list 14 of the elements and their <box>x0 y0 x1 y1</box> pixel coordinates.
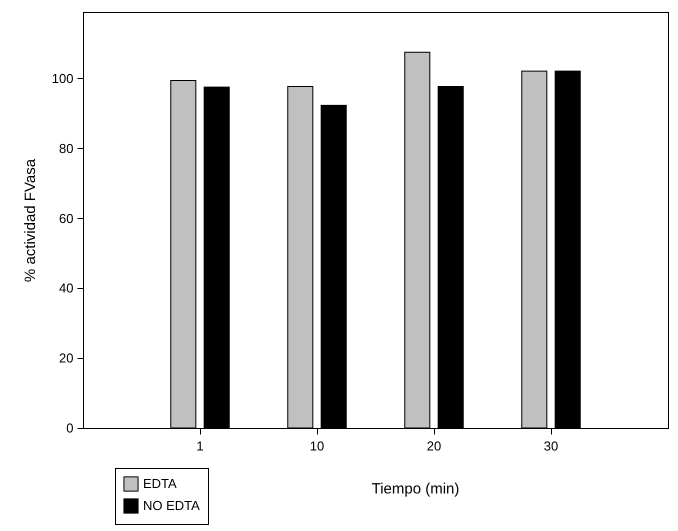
legend-label: NO EDTA <box>143 498 200 513</box>
y-axis-title: % actividad FVasa <box>22 158 39 282</box>
y-tick-label: 60 <box>59 210 74 226</box>
y-tick-label: 80 <box>59 140 74 156</box>
y-tick-label: 40 <box>59 280 74 296</box>
x-tick-label: 20 <box>426 438 442 454</box>
legend-label: EDTA <box>143 476 178 491</box>
y-tick-label: 20 <box>59 350 74 366</box>
x-axis-title: Tiempo (min) <box>372 480 460 498</box>
x-tick-label: 10 <box>310 438 324 454</box>
x-tick-label: 30 <box>544 438 558 454</box>
y-tick-label: 0 <box>66 420 74 436</box>
x-tick-label: 1 <box>196 438 204 454</box>
y-tick-label: 100 <box>52 70 74 86</box>
